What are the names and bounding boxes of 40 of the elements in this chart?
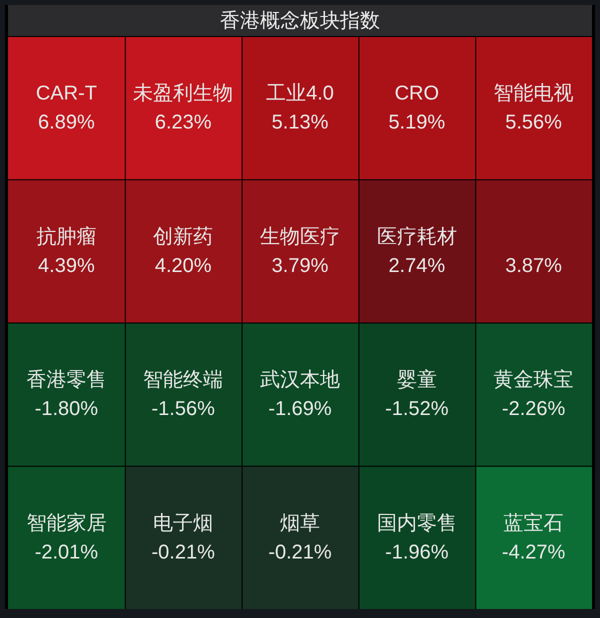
tile-value: -1.69%	[268, 398, 332, 420]
tile-label: 医疗耗材	[376, 226, 457, 248]
tile-label: 蓝宝石	[504, 512, 564, 534]
tile-value: 4.20%	[154, 254, 212, 277]
tile-label: 智能家居	[26, 512, 106, 534]
tile-value: -1.80%	[34, 398, 98, 420]
tile-value: -1.52%	[385, 398, 448, 420]
tile-label: 烟草	[280, 512, 320, 534]
tile-label: 婴童	[396, 369, 437, 392]
tile-value: 6.89%	[38, 112, 95, 134]
tile-label: 工业4.0	[266, 82, 334, 105]
tile-label: 黄金珠宝	[494, 369, 574, 392]
tile-value: 4.39%	[38, 254, 95, 277]
tile-value: 3.79%	[272, 254, 328, 277]
tile-label: CRO	[394, 82, 440, 105]
tile-label: 抗肿瘤	[36, 226, 96, 248]
tile-label: 电子烟	[153, 512, 214, 534]
tile-label: 创新药	[153, 226, 214, 248]
title: 香港概念板块指数	[220, 10, 380, 32]
tile-label: 香港零售	[26, 369, 106, 392]
tile-value: 5.19%	[388, 112, 446, 134]
tile-value: 3.87%	[505, 254, 562, 277]
tile-value: 5.56%	[505, 112, 562, 134]
tile-label: 国内零售	[376, 512, 457, 534]
tile-value: -0.21%	[268, 541, 332, 564]
tile-label: 未盈利生物	[133, 82, 234, 105]
tile-label: 武汉本地	[260, 369, 340, 392]
tile-label: 智能电视	[494, 82, 574, 105]
tile-value: -2.01%	[34, 541, 98, 564]
tile-value: -1.56%	[152, 398, 215, 420]
tile-value: -1.96%	[385, 541, 448, 564]
tile-label: 生物医疗	[260, 226, 340, 248]
tile-value: 6.23%	[154, 112, 212, 134]
tile-value: -2.26%	[502, 398, 566, 420]
tile-value: 2.74%	[388, 254, 446, 277]
tile-label: CAR-T	[36, 82, 97, 105]
tile-value: -4.27%	[502, 541, 566, 564]
tile-value: 5.13%	[272, 112, 328, 134]
tile-value: -0.21%	[152, 541, 215, 564]
tile-label: 智能终端	[143, 369, 224, 392]
